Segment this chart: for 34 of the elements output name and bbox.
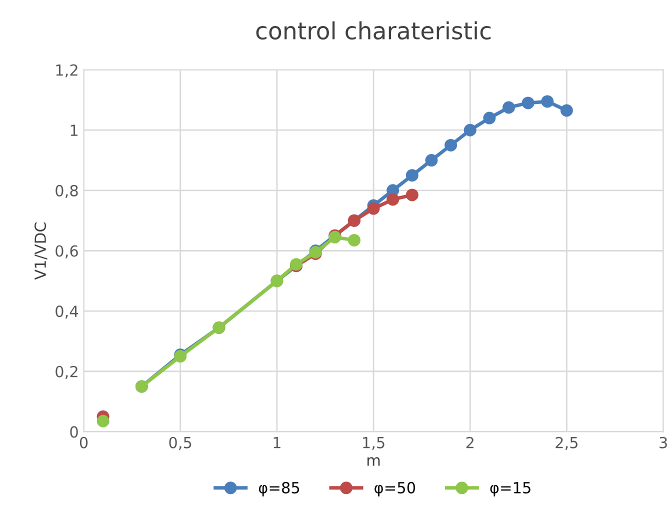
legend-label: φ=15 bbox=[490, 482, 530, 496]
y-tick-label: 0,2 bbox=[56, 366, 78, 379]
x-tick-label: 2,5 bbox=[556, 436, 578, 450]
legend-label: φ=85 bbox=[258, 482, 300, 496]
x-tick-label: 1 bbox=[274, 437, 280, 448]
x-tick-label: 0,5 bbox=[169, 436, 192, 450]
x-tick-label: 1,5 bbox=[363, 437, 384, 450]
point bbox=[406, 169, 418, 182]
point bbox=[444, 138, 458, 152]
point bbox=[560, 104, 573, 117]
point bbox=[541, 95, 554, 108]
y-tick-label: 0,4 bbox=[56, 306, 78, 319]
chart-title: control charateristic bbox=[256, 21, 491, 40]
point bbox=[483, 112, 496, 124]
y-tick-label: 0,6 bbox=[56, 245, 78, 258]
y-tick-label: 0 bbox=[70, 426, 78, 438]
y-tick-label: 0,8 bbox=[56, 184, 78, 198]
point bbox=[522, 96, 534, 110]
legend-label: φ=50 bbox=[374, 482, 416, 496]
point bbox=[386, 193, 400, 206]
point bbox=[406, 188, 418, 202]
point bbox=[96, 414, 110, 428]
point bbox=[367, 202, 380, 215]
point bbox=[425, 154, 438, 167]
y-axis-title: V1/VDC bbox=[34, 222, 48, 280]
y-tick-label: 1 bbox=[70, 124, 78, 136]
point bbox=[464, 124, 476, 136]
y-tick-label: 1,2 bbox=[56, 64, 78, 78]
x-tick-label: 2 bbox=[466, 436, 474, 448]
x-tick-label: 3 bbox=[660, 436, 667, 448]
x-tick-label: 0 bbox=[80, 436, 88, 448]
x-axis-title: m bbox=[367, 457, 380, 466]
point bbox=[502, 101, 516, 114]
point bbox=[348, 234, 360, 246]
